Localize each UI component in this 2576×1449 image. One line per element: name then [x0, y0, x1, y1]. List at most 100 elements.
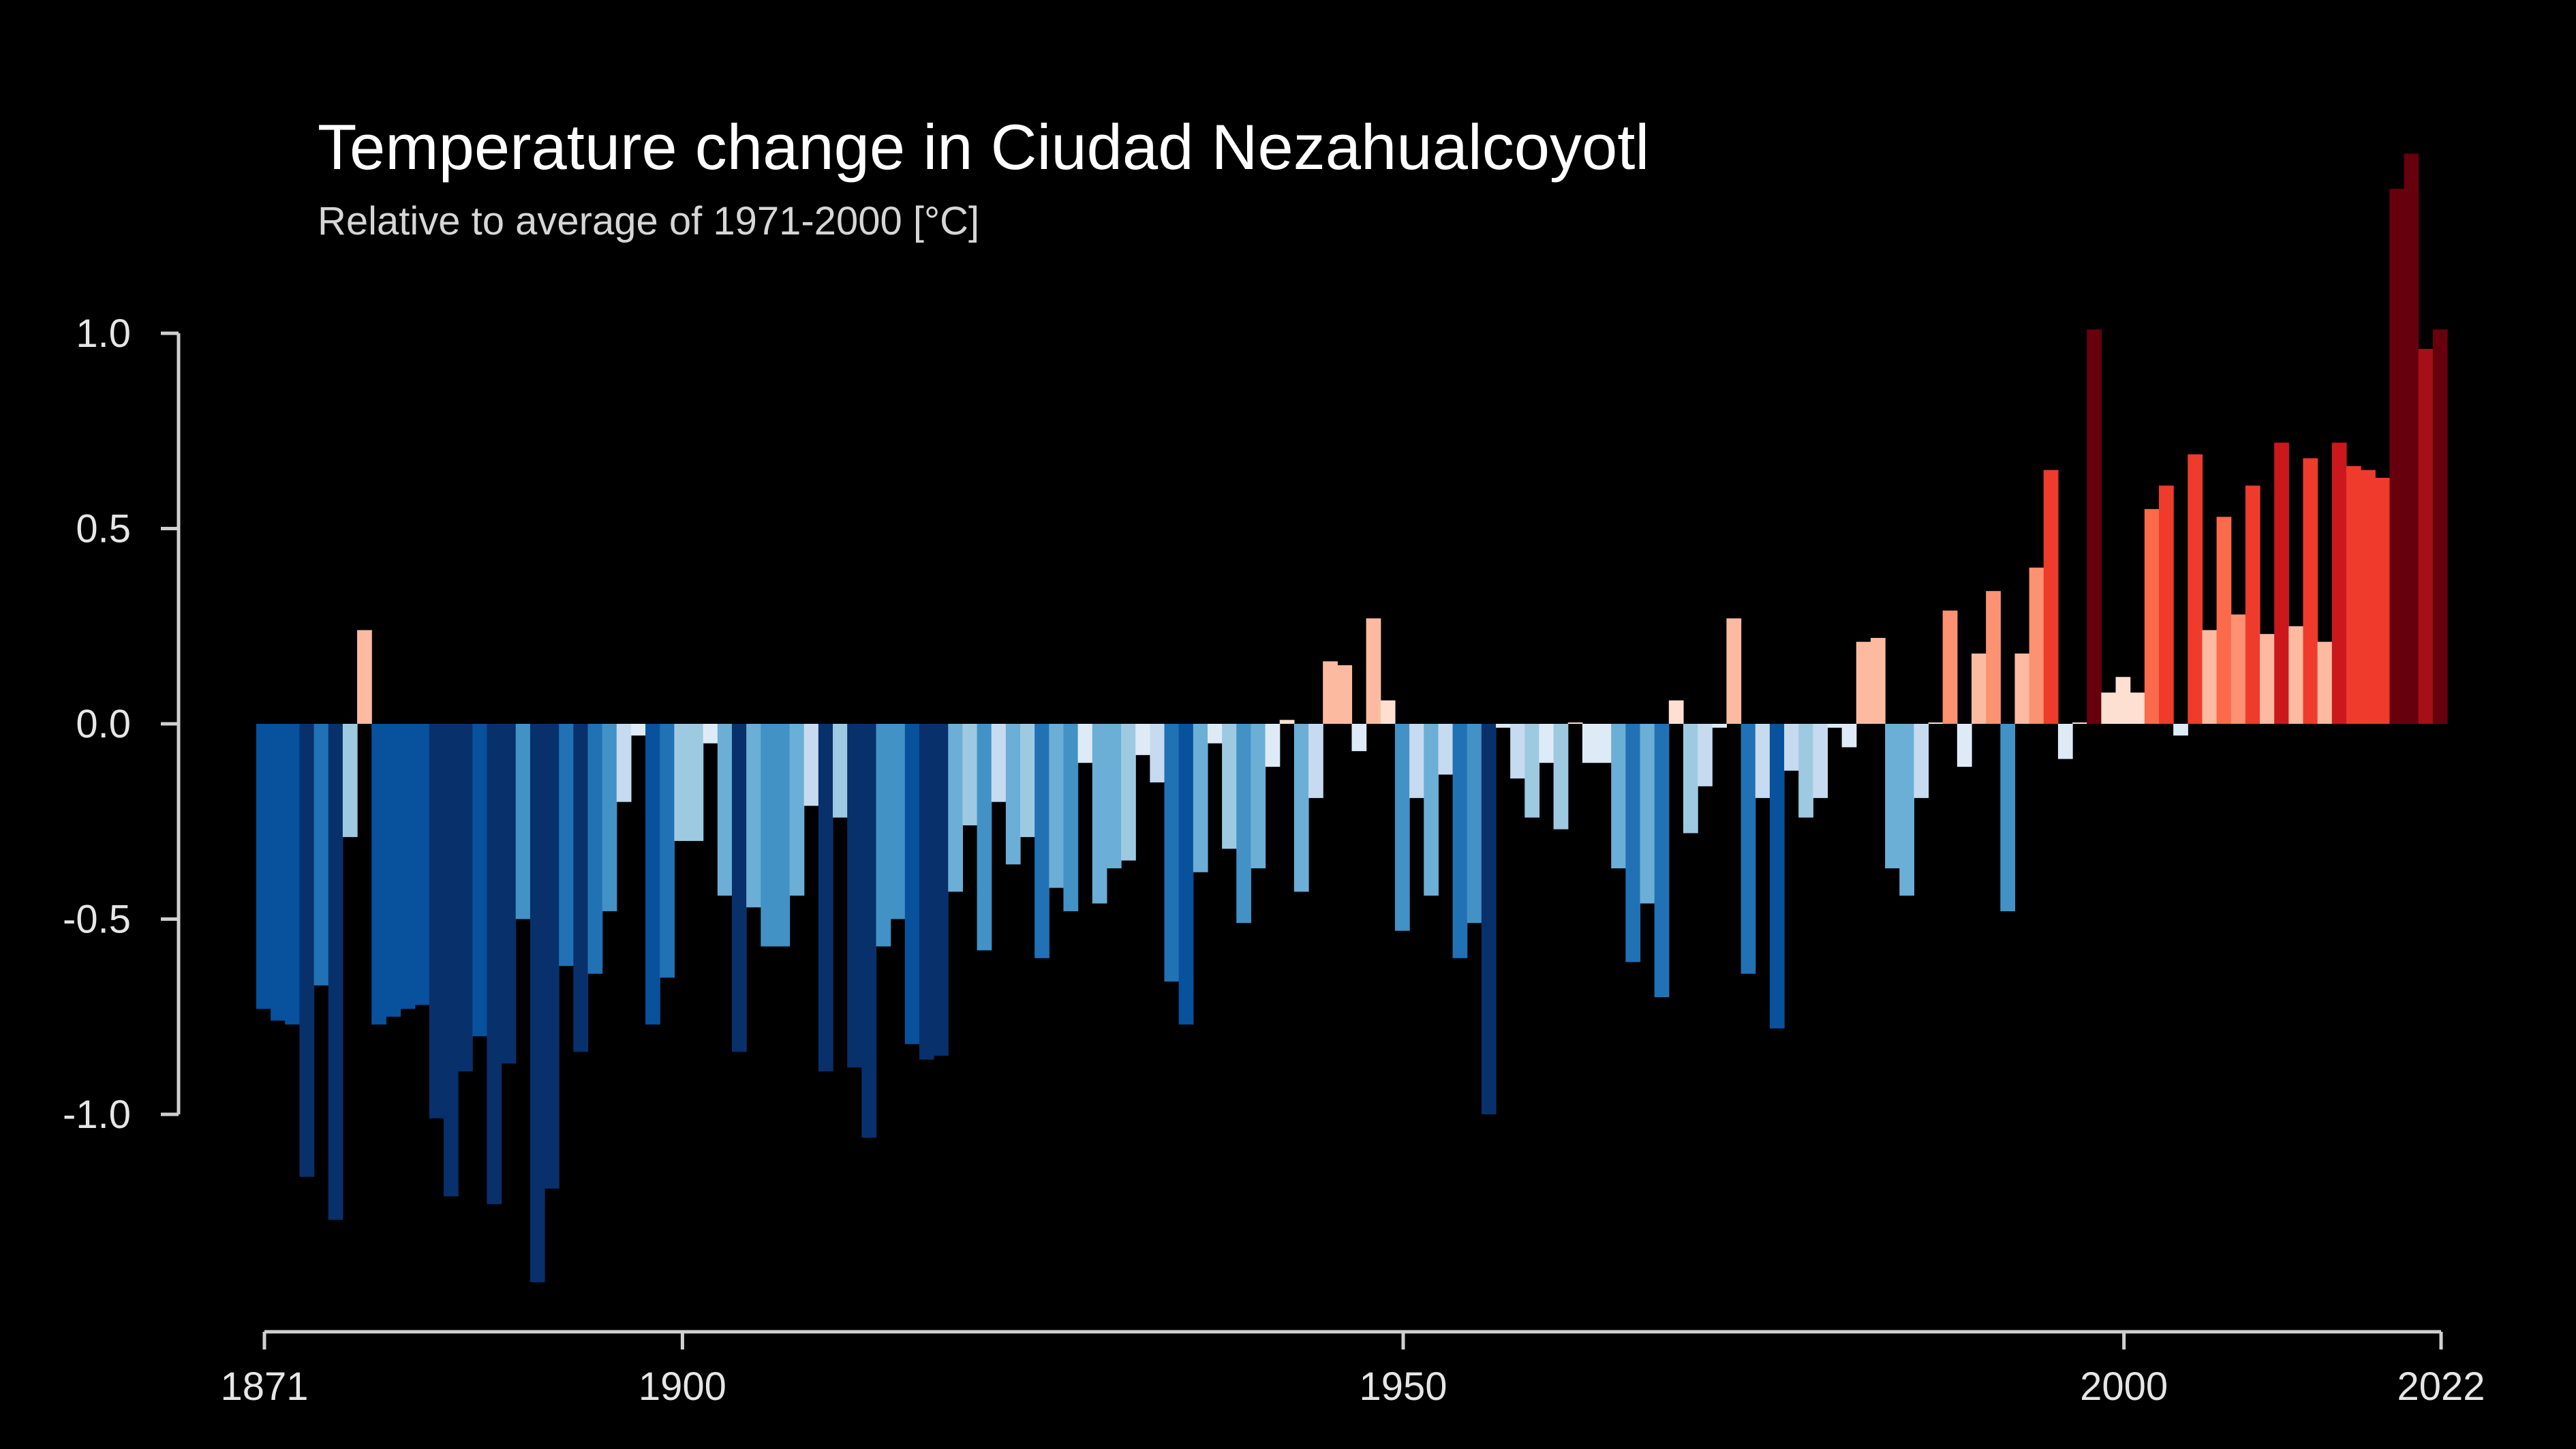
bar-1895 — [602, 724, 617, 912]
bar-1979 — [1813, 724, 1828, 798]
chart-subtitle: Relative to average of 1971-2000 [°C] — [318, 199, 979, 243]
bar-2007 — [2216, 517, 2232, 724]
bar-1908 — [789, 724, 805, 896]
bar-1928 — [1077, 724, 1093, 763]
bar-1880 — [386, 724, 401, 1017]
bars-group — [256, 153, 2448, 1283]
bar-1949 — [1380, 700, 1396, 724]
bar-1890 — [530, 724, 545, 1283]
bar-2015 — [2331, 442, 2347, 724]
bar-1926 — [1049, 724, 1064, 888]
bar-1899 — [660, 724, 675, 978]
bar-1904 — [731, 724, 747, 1052]
bar-1902 — [703, 724, 718, 744]
bar-1887 — [487, 724, 502, 1204]
bar-1921 — [977, 724, 992, 951]
bar-1951 — [1409, 724, 1424, 798]
bar-1940 — [1251, 724, 1266, 869]
bar-1892 — [559, 724, 574, 966]
bar-1896 — [616, 724, 632, 802]
bar-1965 — [1611, 724, 1626, 869]
y-tick-label: -1.0 — [63, 1093, 131, 1137]
bar-1996 — [2057, 724, 2073, 759]
bar-1995 — [2043, 470, 2059, 724]
bar-1871 — [256, 724, 271, 1009]
bar-1901 — [688, 724, 704, 841]
bar-2006 — [2202, 630, 2218, 724]
bar-1893 — [573, 724, 589, 1052]
bar-1986 — [1914, 724, 1929, 798]
bar-1930 — [1106, 724, 1122, 869]
bar-1872 — [271, 724, 286, 1021]
bar-1947 — [1351, 724, 1367, 752]
bar-1987 — [1928, 722, 1944, 724]
y-tick-label: -0.5 — [63, 898, 131, 942]
bar-1882 — [414, 724, 430, 1005]
bar-2012 — [2288, 626, 2304, 724]
bar-1991 — [1986, 591, 2001, 724]
bar-1988 — [1942, 610, 1958, 724]
bar-1976 — [1769, 724, 1785, 1028]
bar-1886 — [472, 724, 488, 1037]
bar-1958 — [1510, 724, 1525, 779]
bar-1929 — [1092, 724, 1107, 904]
bar-1906 — [761, 724, 776, 947]
bar-1992 — [2000, 724, 2016, 912]
bar-1980 — [1827, 724, 1843, 728]
bar-2013 — [2303, 458, 2318, 724]
bar-1922 — [991, 724, 1007, 802]
bar-2017 — [2361, 470, 2376, 724]
bar-2022 — [2432, 329, 2448, 724]
bar-1913 — [861, 724, 877, 1138]
bar-2014 — [2317, 641, 2333, 724]
bar-1916 — [904, 724, 920, 1044]
x-tick-label: 2022 — [2397, 1364, 2485, 1409]
bar-1944 — [1308, 724, 1323, 798]
bar-1955 — [1467, 724, 1482, 924]
bar-1932 — [1135, 724, 1150, 755]
bar-1923 — [1005, 724, 1021, 865]
bar-1874 — [299, 724, 315, 1177]
bar-1969 — [1668, 700, 1684, 724]
bar-2002 — [2144, 508, 2160, 724]
bar-1879 — [371, 724, 386, 1025]
bar-1903 — [717, 724, 733, 896]
bar-1957 — [1496, 724, 1511, 728]
bar-2000 — [2115, 677, 2131, 724]
bar-1925 — [1034, 724, 1049, 958]
bar-1888 — [501, 724, 517, 1064]
bar-1967 — [1640, 724, 1655, 904]
bar-1989 — [1957, 724, 1972, 767]
bar-1971 — [1698, 724, 1713, 787]
bar-1905 — [746, 724, 761, 908]
bar-2020 — [2404, 153, 2419, 724]
y-axis: 1.0 0.5 0.0 -0.5 -1.0 — [63, 311, 181, 1137]
bar-1984 — [1885, 724, 1900, 869]
bar-1966 — [1625, 724, 1641, 962]
bar-1915 — [890, 724, 906, 919]
chart-title: Temperature change in Ciudad Nezahualcoy… — [318, 111, 1649, 183]
bar-1977 — [1784, 724, 1799, 771]
bar-1889 — [515, 724, 531, 919]
bar-1881 — [400, 724, 416, 1009]
bar-1999 — [2101, 692, 2117, 724]
bar-1943 — [1293, 724, 1309, 892]
bar-1981 — [1841, 724, 1857, 748]
bar-1941 — [1265, 724, 1281, 767]
bar-1875 — [313, 724, 329, 986]
bar-1973 — [1726, 618, 1742, 724]
bar-1952 — [1424, 724, 1439, 896]
bar-1918 — [934, 724, 949, 1056]
x-tick-label: 1871 — [220, 1364, 308, 1409]
bar-1942 — [1279, 720, 1295, 724]
bar-1948 — [1366, 618, 1381, 724]
bar-1950 — [1394, 724, 1410, 931]
x-tick-label: 1900 — [639, 1364, 726, 1409]
bar-1960 — [1539, 724, 1554, 763]
bar-1970 — [1683, 724, 1698, 834]
bar-1962 — [1567, 722, 1583, 724]
bar-1924 — [1020, 724, 1035, 838]
bar-1961 — [1553, 724, 1569, 829]
bar-2003 — [2158, 485, 2174, 724]
bar-1945 — [1323, 661, 1338, 724]
